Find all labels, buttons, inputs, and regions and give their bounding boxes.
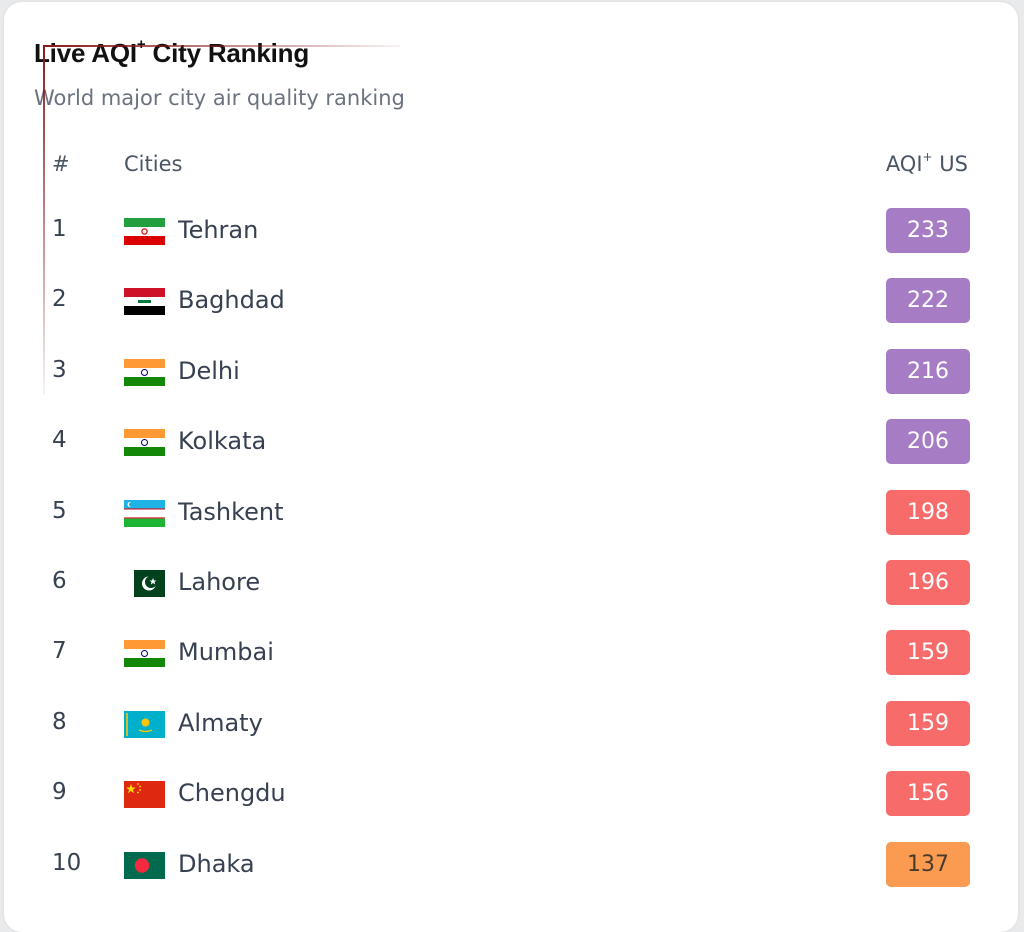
rank-number: 4 <box>52 427 67 454</box>
aqi-badge: 233 <box>886 208 970 253</box>
column-header-cities: Cities <box>124 152 183 176</box>
aqi-badge: 216 <box>886 348 970 394</box>
city-name[interactable]: Almaty <box>178 708 263 737</box>
ranking-row[interactable]: 2 Baghdad 222 <box>0 268 1024 338</box>
city-name[interactable]: Tehran <box>178 216 259 244</box>
pakistan-flag-icon <box>124 569 165 597</box>
city-name[interactable]: Lahore <box>178 567 261 596</box>
annotation-line-horizontal <box>44 45 400 47</box>
ranking-row[interactable]: 1 Tehran 233 <box>0 198 1024 268</box>
rank-number: 1 <box>52 216 67 242</box>
card-subtitle: World major city air quality ranking <box>34 86 405 110</box>
aqi-badge: 206 <box>886 419 970 465</box>
city-name[interactable]: Dhaka <box>178 849 255 878</box>
card-title: Live AQI+ City Ranking <box>34 36 310 68</box>
ranking-row[interactable]: 9 Chengdu 156 <box>0 761 1024 831</box>
ranking-row[interactable]: 3 Delhi 216 <box>0 339 1024 409</box>
aqi-badge: 156 <box>886 771 970 817</box>
aqi-badge: 159 <box>886 630 970 676</box>
city-name[interactable]: Baghdad <box>178 286 285 315</box>
aqi-badge: 159 <box>886 700 970 746</box>
aqi-ranking-card <box>4 2 1018 932</box>
aqi-badge: 222 <box>886 278 970 324</box>
iran-flag-icon <box>124 218 165 245</box>
ranking-row[interactable]: 7 Mumbai 159 <box>0 620 1024 690</box>
rank-number: 7 <box>52 638 67 665</box>
column-header-rank: # <box>52 152 70 176</box>
ranking-row[interactable]: 10 Dhaka 137 <box>0 832 1024 902</box>
rank-number: 5 <box>52 497 67 524</box>
india-flag-icon <box>124 358 165 386</box>
column-header-aqi-us: AQI+ US <box>885 150 968 176</box>
aqi-badge: 137 <box>886 841 970 887</box>
city-name[interactable]: Tashkent <box>178 497 284 526</box>
uzbekistan-flag-icon <box>124 499 165 527</box>
city-name[interactable]: Chengdu <box>178 779 286 808</box>
rank-number: 3 <box>52 356 67 383</box>
rank-number: 10 <box>52 849 82 876</box>
china-flag-icon <box>124 781 165 809</box>
annotation-line-vertical <box>43 45 45 395</box>
ranking-list: 1 Tehran 233 2 Baghdad 222 3 Delhi 216 4 Kolkata 20… <box>0 198 1024 902</box>
rank-number: 2 <box>52 286 67 313</box>
ranking-row[interactable]: 4 Kolkata 206 <box>0 409 1024 479</box>
aqi-badge: 198 <box>886 489 970 535</box>
city-name[interactable]: Kolkata <box>178 427 267 456</box>
aqi-badge: 196 <box>886 559 970 605</box>
city-name[interactable]: Mumbai <box>178 638 274 667</box>
kazakhstan-flag-icon <box>124 710 165 738</box>
iraq-flag-icon <box>124 288 165 316</box>
india-flag-icon <box>124 640 165 668</box>
ranking-row[interactable]: 6 Lahore 196 <box>0 550 1024 620</box>
ranking-row[interactable]: 8 Almaty 159 <box>0 691 1024 761</box>
city-name[interactable]: Delhi <box>178 356 240 385</box>
bangladesh-flag-icon <box>124 851 165 879</box>
rank-number: 8 <box>52 708 67 735</box>
ranking-row[interactable]: 5 Tashkent 198 <box>0 480 1024 550</box>
rank-number: 9 <box>52 779 67 806</box>
rank-number: 6 <box>52 567 67 594</box>
india-flag-icon <box>124 429 165 457</box>
